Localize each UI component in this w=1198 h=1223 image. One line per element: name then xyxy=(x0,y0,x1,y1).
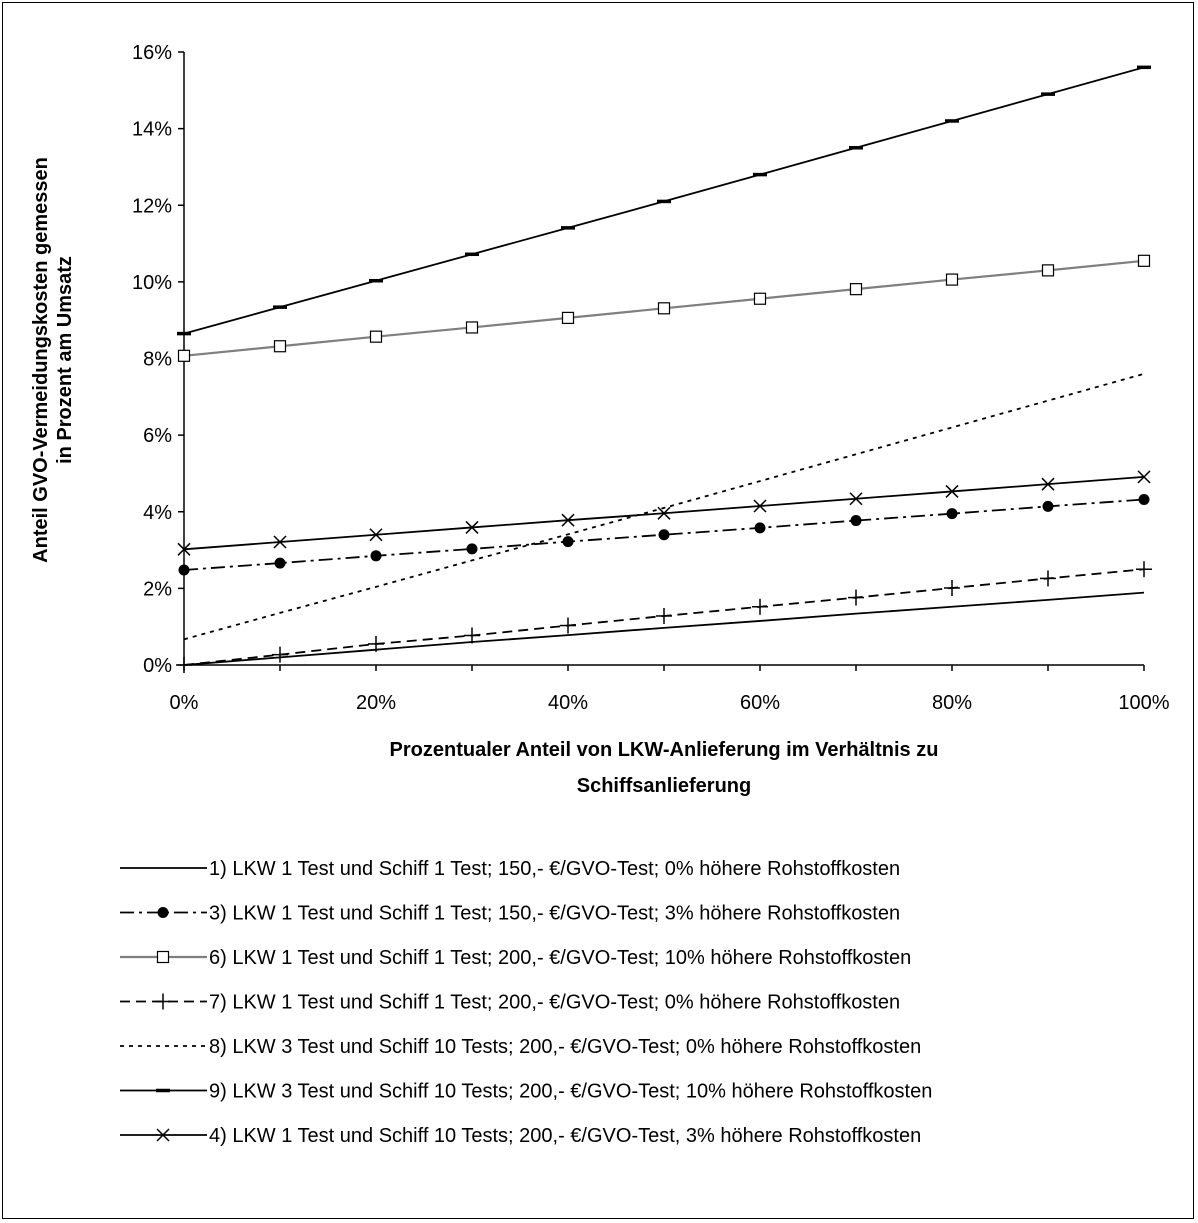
y-axis-title: Anteil GVO-Vermeidungskosten gemessen xyxy=(30,157,52,563)
marker-dot xyxy=(1138,493,1150,505)
marker-dot xyxy=(1042,500,1054,512)
marker-square xyxy=(753,292,767,305)
marker-plus xyxy=(656,607,672,624)
y-tick-label: 14% xyxy=(132,119,172,141)
marker-plus xyxy=(560,617,576,634)
marker-plus xyxy=(752,598,768,615)
x-axis-title: Schiffsanlieferung xyxy=(577,775,751,797)
marker-dot xyxy=(178,564,190,576)
marker-square xyxy=(369,330,383,343)
marker-x xyxy=(156,1128,170,1142)
marker-dot xyxy=(274,557,286,569)
marker-plus xyxy=(1136,561,1152,578)
marker-plus xyxy=(1040,570,1056,587)
legend-item: 3) LKW 1 Test und Schiff 1 Test; 150,- €… xyxy=(120,903,900,925)
marker-square xyxy=(465,321,479,334)
marker-dot xyxy=(658,529,670,541)
series-1 xyxy=(183,591,1145,666)
legend-label: 8) LKW 3 Test und Schiff 10 Tests; 200,-… xyxy=(209,1036,921,1058)
legend-label: 4) LKW 1 Test und Schiff 10 Tests; 200,-… xyxy=(209,1125,921,1147)
marker-x xyxy=(945,484,959,498)
y-tick-label: 10% xyxy=(132,272,172,294)
marker-x xyxy=(1041,477,1055,491)
y-tick-label: 12% xyxy=(132,195,172,217)
marker-dot xyxy=(946,508,958,520)
y-tick-label: 2% xyxy=(143,578,172,600)
legend-item: 9) LKW 3 Test und Schiff 10 Tests; 200,-… xyxy=(120,1081,932,1103)
marker-square xyxy=(273,340,287,353)
marker-plus xyxy=(155,993,171,1010)
marker-plus xyxy=(368,635,384,652)
marker-dot xyxy=(754,522,766,534)
y-axis-title: in Prozent am Umsatz xyxy=(54,256,76,464)
series-5 xyxy=(183,372,1145,641)
marker-square xyxy=(561,311,575,324)
marker-square xyxy=(1137,254,1151,267)
marker-square xyxy=(849,283,863,296)
y-tick-label: 8% xyxy=(143,349,172,371)
axes: 0% 2% 4% 6% 8% 10% 12% 14% 16% 0% 20% 40% 60% 80% 100%… xyxy=(30,42,1170,797)
x-tick-label: 0% xyxy=(170,692,199,714)
legend-label: 6) LKW 1 Test und Schiff 1 Test; 200,- €… xyxy=(209,947,911,969)
marker-plus xyxy=(464,627,480,644)
y-tick-label: 16% xyxy=(132,42,172,64)
legend-item: 8) LKW 3 Test und Schiff 10 Tests; 200,-… xyxy=(120,1036,921,1058)
series-4 xyxy=(176,561,1152,673)
marker-x xyxy=(657,506,671,520)
legend-item: 1) LKW 1 Test und Schiff 1 Test; 150,- €… xyxy=(120,858,900,880)
series-layer xyxy=(176,65,1152,673)
marker-dot xyxy=(562,536,574,548)
series-line xyxy=(183,498,1145,571)
legend-label: 3) LKW 1 Test und Schiff 1 Test; 150,- €… xyxy=(209,903,900,925)
x-tick-label: 60% xyxy=(740,692,780,714)
marker-x xyxy=(177,542,191,556)
y-tick-label: 6% xyxy=(143,425,172,447)
x-tick-label: 100% xyxy=(1118,692,1169,714)
marker-x xyxy=(465,520,479,534)
marker-square xyxy=(1041,264,1055,277)
marker-square xyxy=(657,302,671,315)
series-2 xyxy=(178,493,1150,576)
marker-x xyxy=(1137,470,1151,484)
x-tick-label: 40% xyxy=(548,692,588,714)
series-7 xyxy=(177,470,1151,556)
series-line xyxy=(183,372,1145,641)
legend-item: 4) LKW 1 Test und Schiff 10 Tests; 200,-… xyxy=(120,1125,921,1147)
marker-x xyxy=(273,535,287,549)
marker-plus xyxy=(272,646,288,663)
legend-label: 9) LKW 3 Test und Schiff 10 Tests; 200,-… xyxy=(209,1081,932,1103)
legend-label: 1) LKW 1 Test und Schiff 1 Test; 150,- €… xyxy=(209,858,900,880)
marker-square xyxy=(156,950,170,964)
marker-x xyxy=(849,492,863,506)
marker-dot xyxy=(850,515,862,527)
marker-x xyxy=(753,499,767,513)
y-tick-label: 4% xyxy=(143,502,172,524)
marker-plus xyxy=(848,589,864,606)
x-tick-label: 80% xyxy=(932,692,972,714)
series-line xyxy=(183,591,1145,666)
x-tick-label: 20% xyxy=(356,692,396,714)
legend-item: 7) LKW 1 Test und Schiff 1 Test; 200,- €… xyxy=(120,992,900,1014)
marker-square xyxy=(945,273,959,286)
legend: 1) LKW 1 Test und Schiff 1 Test; 150,- €… xyxy=(120,858,932,1147)
marker-square xyxy=(177,349,191,362)
x-axis-title: Prozentualer Anteil von LKW-Anlieferung … xyxy=(390,739,939,761)
series-3 xyxy=(177,254,1151,362)
legend-item: 6) LKW 1 Test und Schiff 1 Test; 200,- €… xyxy=(120,947,911,969)
marker-dot xyxy=(370,550,382,562)
marker-dot xyxy=(466,543,478,555)
legend-label: 7) LKW 1 Test und Schiff 1 Test; 200,- €… xyxy=(209,992,900,1014)
marker-dot xyxy=(157,907,169,918)
series-6 xyxy=(177,65,1151,336)
marker-x xyxy=(369,528,383,542)
marker-plus xyxy=(944,579,960,596)
marker-plus xyxy=(176,657,192,673)
y-tick-label: 0% xyxy=(143,655,172,677)
marker-x xyxy=(561,513,575,527)
